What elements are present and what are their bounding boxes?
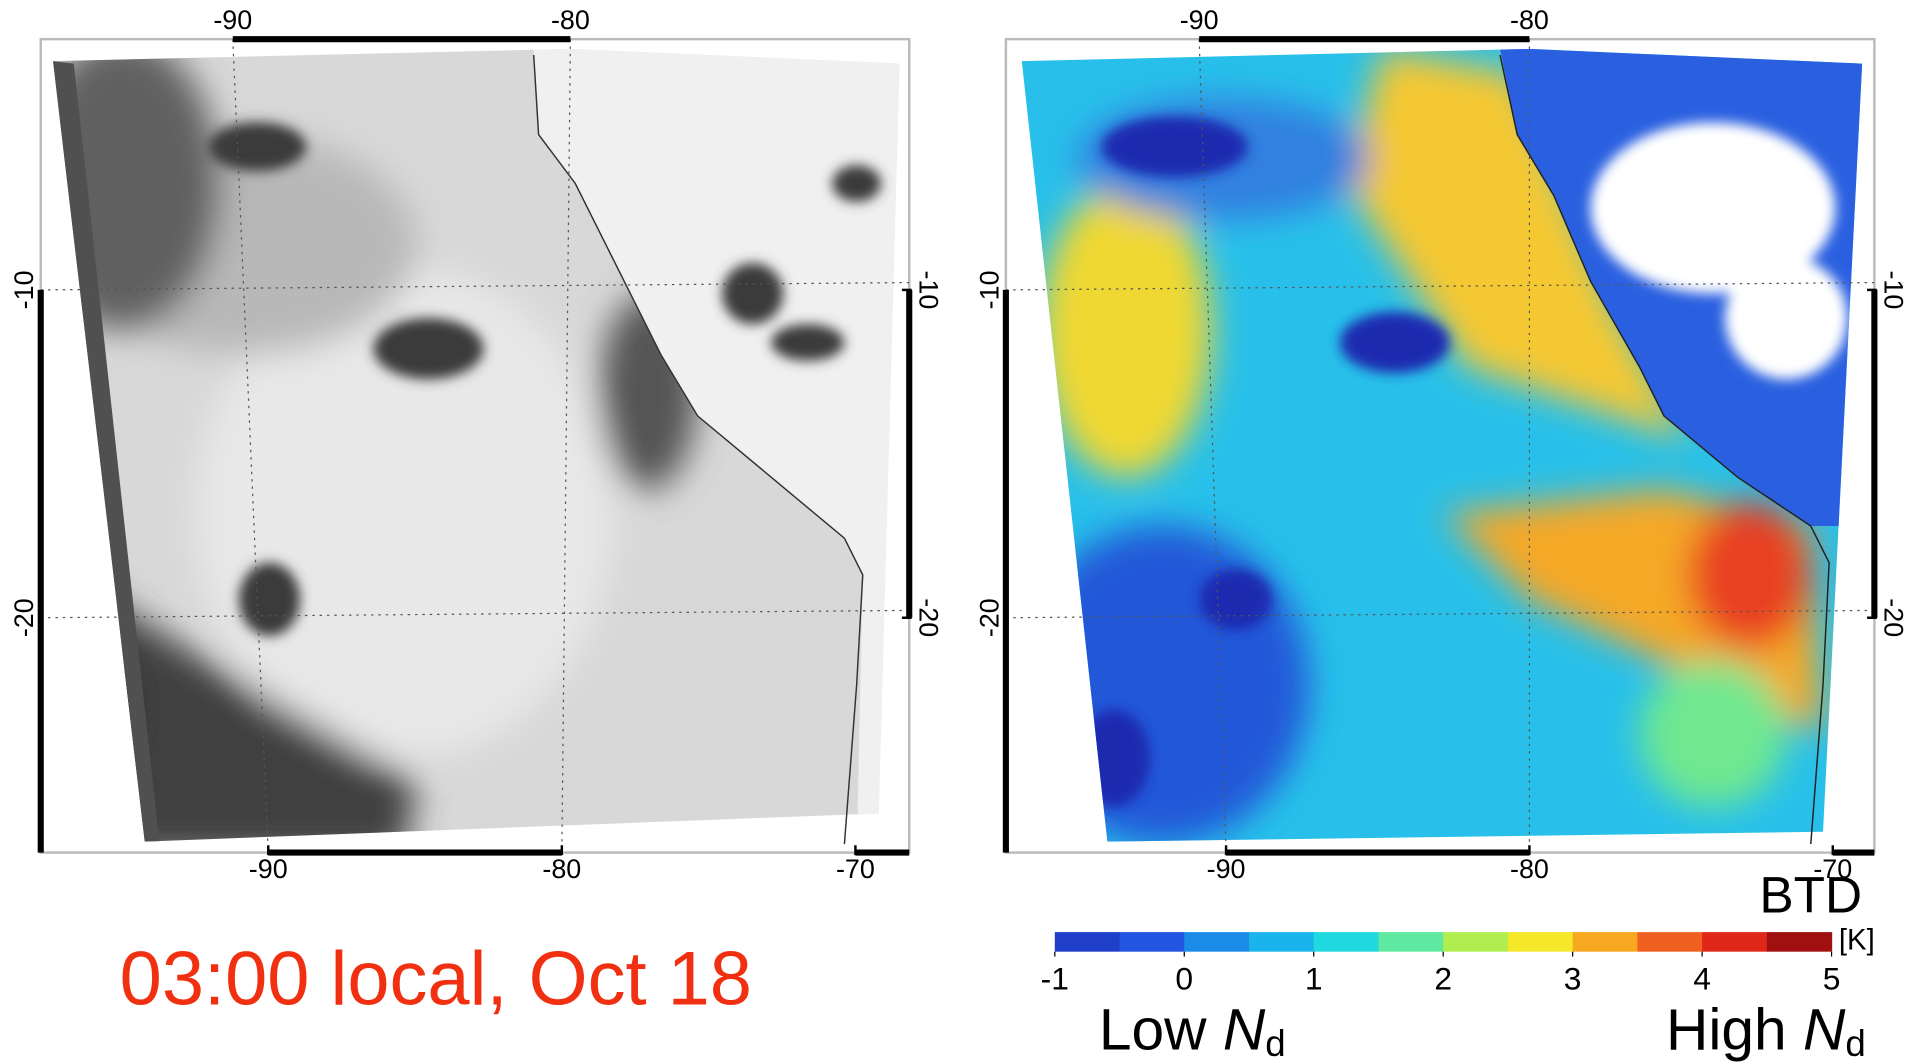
- lon-tick-label: -80: [551, 5, 590, 35]
- colorbar-segment: [1119, 932, 1185, 952]
- coastline: [532, 55, 864, 845]
- colorbar-unit: [K]: [1839, 924, 1875, 957]
- colorbar-tick-label: 3: [1564, 960, 1582, 996]
- lat-tick-label: -10: [913, 270, 943, 309]
- caption: 03:00 local, Oct 18: [120, 937, 752, 1022]
- colorbar-segment: [1313, 932, 1380, 952]
- colorbar-tick-label: 1: [1305, 960, 1323, 996]
- lat-grid-line: [1005, 609, 1875, 619]
- lon-tick-label: -70: [836, 854, 875, 884]
- colorbar-tick-label: 2: [1434, 960, 1452, 996]
- low-label: Low Nd: [1099, 997, 1286, 1063]
- colorbar-title: BTD: [1759, 866, 1862, 924]
- colorbar-tick-label: 5: [1823, 960, 1841, 996]
- lat-grid-line: [1005, 281, 1875, 291]
- colorbar-segment: [1637, 932, 1703, 952]
- colorbar-segment: [1443, 932, 1509, 952]
- colorbar-segment: [1766, 932, 1833, 952]
- lat-tick-label: -10: [1878, 270, 1908, 309]
- high-label: High Nd: [1666, 997, 1866, 1063]
- colorbar-segment: [1184, 932, 1250, 952]
- lat-grid-line: [40, 609, 910, 619]
- colorbar-tick-label: 4: [1693, 960, 1711, 996]
- colorbar-segment: [1572, 932, 1638, 952]
- lat-grid-line: [40, 281, 910, 291]
- lat-tick-label: -20: [9, 598, 39, 637]
- colorbar-segment: [1054, 932, 1121, 952]
- lat-tick-label: -20: [1878, 598, 1908, 637]
- lon-tick-label: -90: [1180, 5, 1219, 35]
- colorbar-tick-label: 0: [1175, 960, 1193, 996]
- lon-tick-label: -80: [1510, 854, 1549, 884]
- colorbar-segment: [1378, 932, 1444, 952]
- colorbar-segment: [1507, 932, 1574, 952]
- lon-tick-label: -90: [213, 5, 252, 35]
- lat-tick-label: -10: [9, 270, 39, 309]
- coastline: [1499, 54, 1830, 845]
- lon-tick-label: -90: [249, 854, 288, 884]
- lon-tick-label: -90: [1207, 854, 1246, 884]
- btd-image: [1021, 48, 1863, 842]
- lon-tick-label: -80: [1510, 5, 1549, 35]
- colorbar-segment: [1248, 932, 1315, 952]
- grayscale-image: [52, 48, 900, 842]
- lat-tick-label: -10: [974, 270, 1004, 309]
- lat-tick-label: -20: [913, 598, 943, 637]
- lon-tick-label: -70: [1813, 854, 1852, 884]
- colorbar-tick-label: -1: [1041, 960, 1069, 996]
- lat-tick-label: -20: [974, 598, 1004, 637]
- colorbar-segment: [1702, 932, 1768, 952]
- lon-tick-label: -80: [542, 854, 581, 884]
